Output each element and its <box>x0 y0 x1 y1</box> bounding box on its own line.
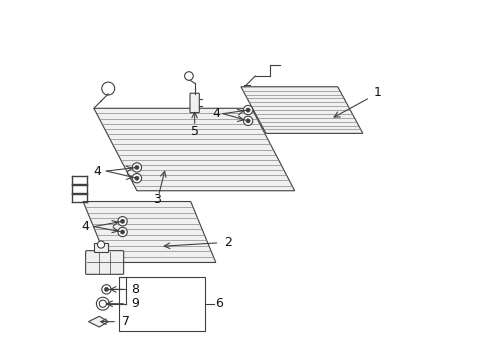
Polygon shape <box>94 108 294 191</box>
Text: 4: 4 <box>81 220 89 233</box>
Text: 8: 8 <box>131 283 139 296</box>
Circle shape <box>99 300 106 307</box>
Circle shape <box>104 287 108 292</box>
Circle shape <box>132 163 142 172</box>
Polygon shape <box>241 87 362 134</box>
Text: 6: 6 <box>214 297 222 310</box>
FancyBboxPatch shape <box>190 93 199 113</box>
Text: 5: 5 <box>190 125 198 138</box>
Circle shape <box>132 174 142 183</box>
Text: 7: 7 <box>122 315 130 328</box>
Circle shape <box>118 227 127 237</box>
Text: 3: 3 <box>152 193 160 206</box>
Circle shape <box>120 230 124 234</box>
Polygon shape <box>88 316 108 327</box>
Text: 4: 4 <box>212 107 220 120</box>
Polygon shape <box>83 202 215 262</box>
Text: 9: 9 <box>131 297 139 310</box>
Circle shape <box>245 119 250 123</box>
Circle shape <box>135 176 139 180</box>
Circle shape <box>243 105 252 115</box>
Circle shape <box>243 116 252 126</box>
Circle shape <box>135 165 139 170</box>
Bar <box>94 243 108 252</box>
Text: 4: 4 <box>93 165 101 177</box>
Circle shape <box>120 219 124 224</box>
Circle shape <box>184 72 193 80</box>
Bar <box>119 277 204 330</box>
Circle shape <box>245 108 250 112</box>
Circle shape <box>118 217 127 226</box>
Text: 1: 1 <box>372 86 380 99</box>
Text: 2: 2 <box>224 236 232 249</box>
Circle shape <box>102 285 111 294</box>
Circle shape <box>97 241 104 248</box>
FancyBboxPatch shape <box>85 251 123 274</box>
Circle shape <box>96 297 109 310</box>
